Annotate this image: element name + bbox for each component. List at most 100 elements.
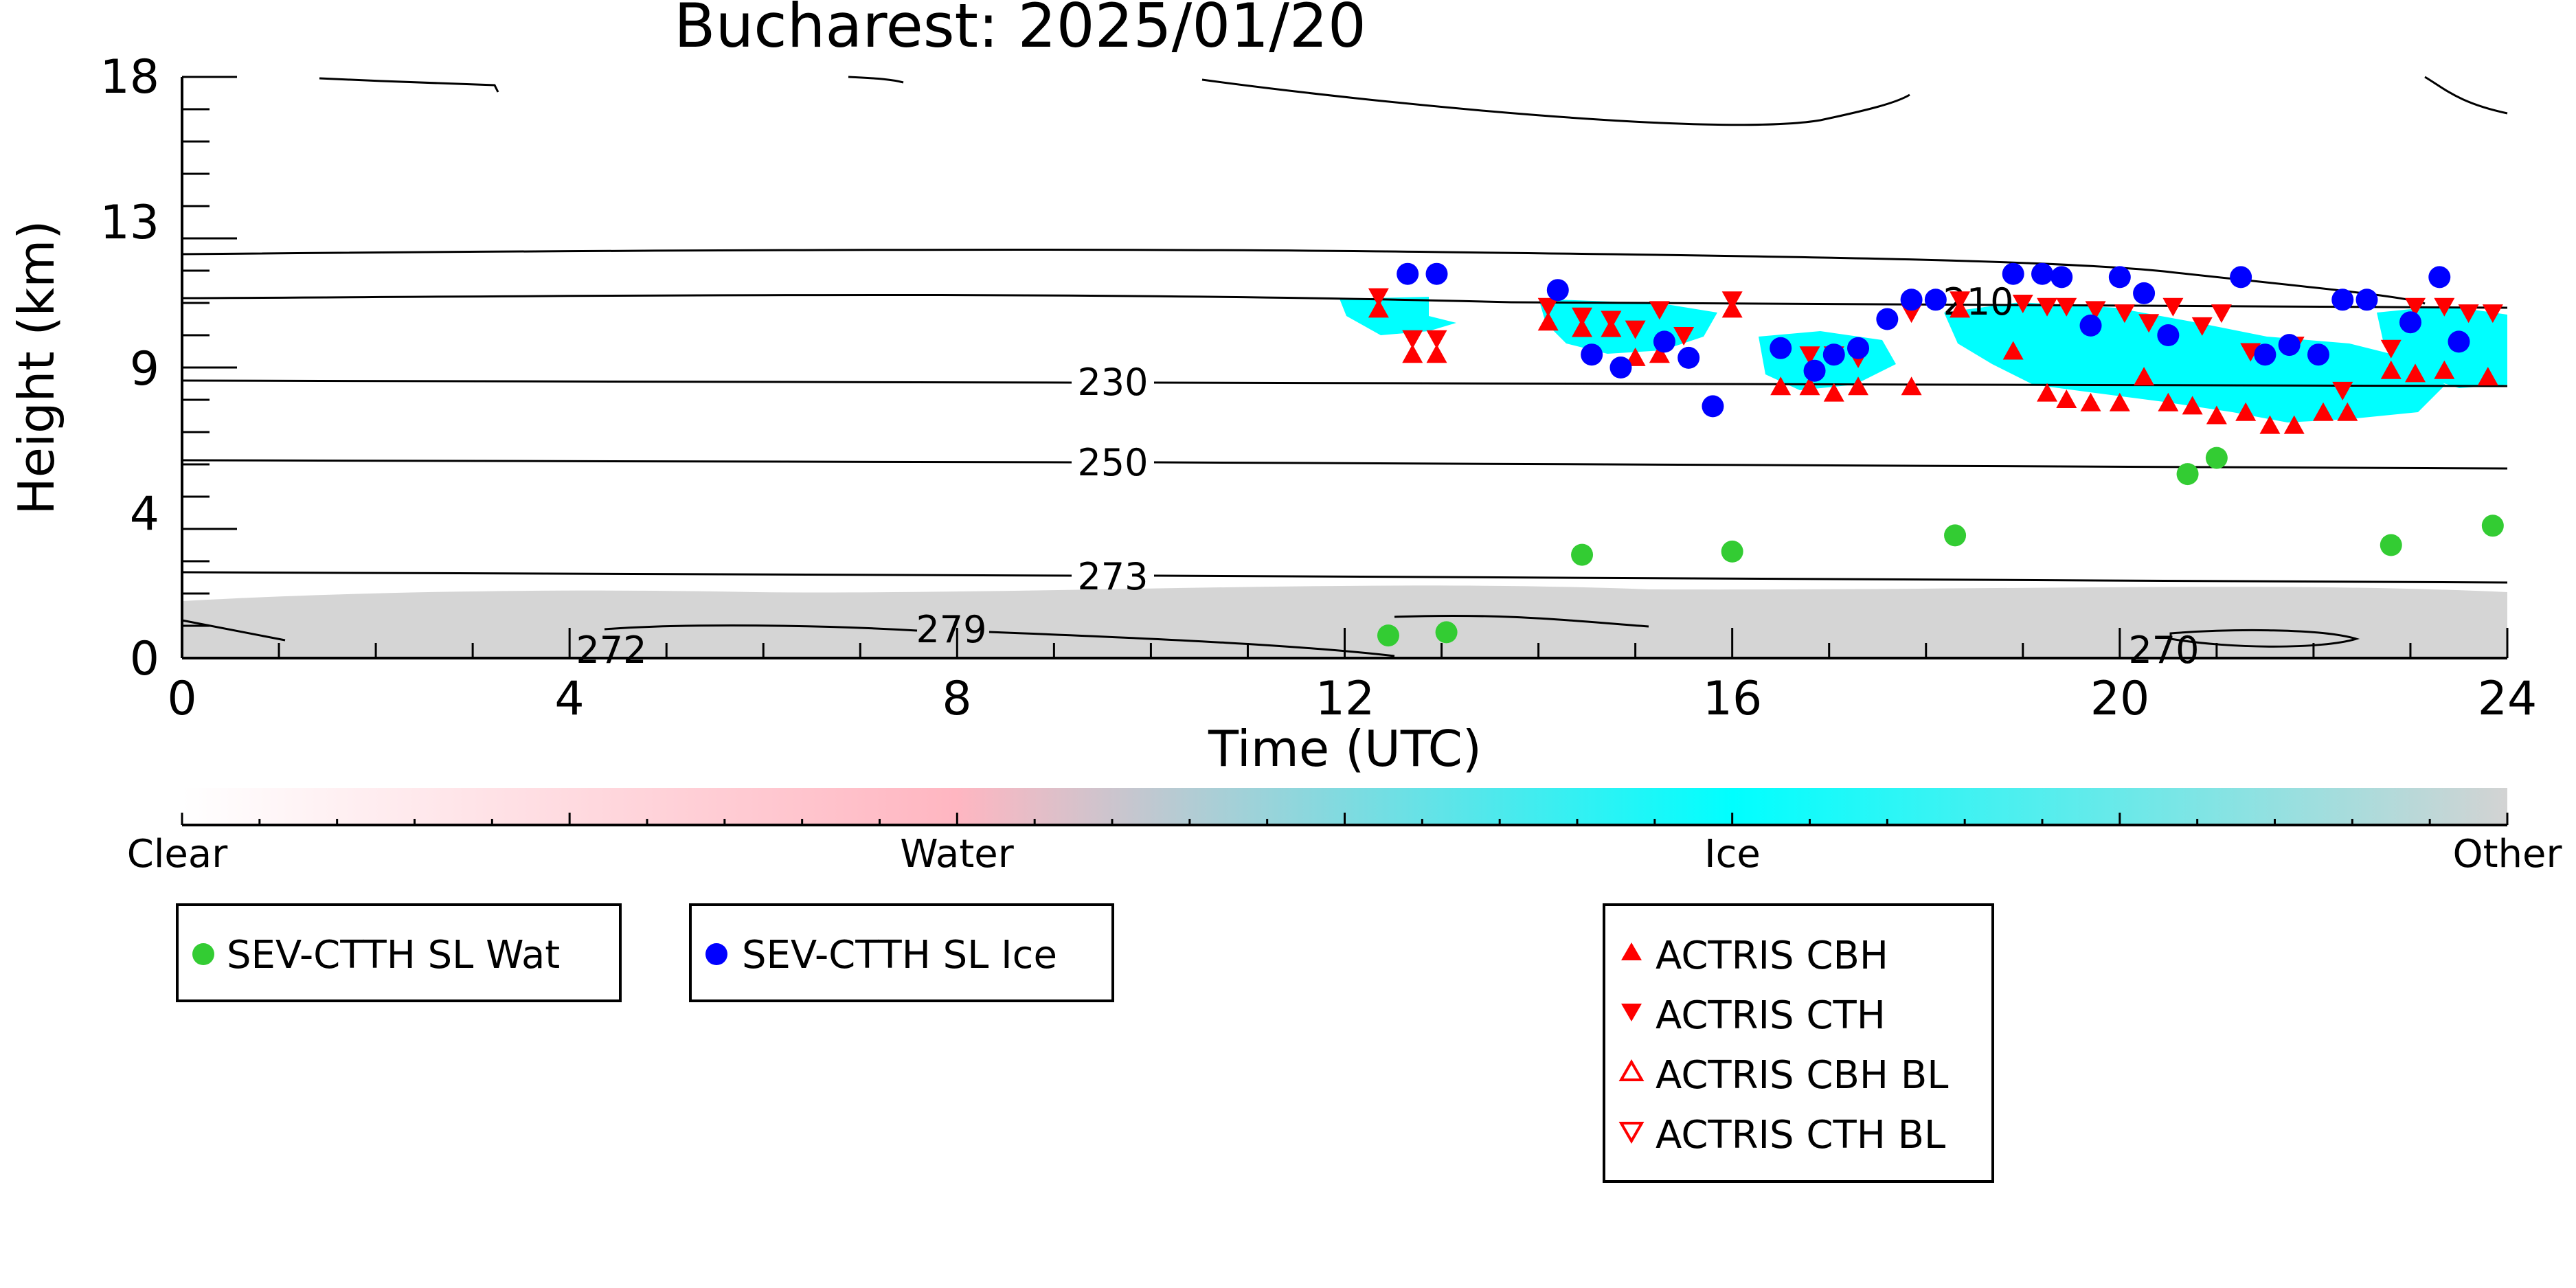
marker-actris-cbh [2206,405,2227,425]
contour-line-273 [181,571,2508,584]
contour-label: 279 [916,608,986,651]
marker-actris-cbh [1848,376,1869,396]
legend-marker-cbh-bl [1618,1059,1645,1081]
contour-line-top-4 [2424,76,2508,115]
colorbar-label-other: Other [2452,832,2562,877]
legend-actris-box: ACTRIS CBH ACTRIS CTH ACTRIS CBH BL ACTR… [1603,903,1994,1183]
marker-actris-cbh [2235,402,2257,421]
legend-label: ACTRIS CTH [1656,993,1886,1038]
marker-actris-cbh [1402,344,1423,363]
x-tick-label: 20 [2090,672,2150,726]
x-tick-label: 16 [1703,672,1763,726]
marker-sev-ctth-sl-ice [1609,357,1632,379]
marker-sev-ctth-sl-ice [2230,266,2252,289]
marker-actris-cbh [2080,392,2101,411]
marker-actris-cth [1649,301,1670,320]
marker-actris-cth [2037,297,2058,317]
contour-line-upper [181,249,2426,305]
y-tick-label: 13 [100,196,159,250]
y-tick-label: 18 [100,50,159,104]
contour-line-230 [181,379,2508,387]
marker-sev-ctth-sl-wat [2380,534,2402,556]
marker-actris-cth [1950,291,1971,310]
legend-label: ACTRIS CBH BL [1656,1053,1948,1098]
contour-line-210 [181,293,2508,309]
legend-frame [689,903,1114,1002]
legend-label: SEV-CTTH SL Ice [742,933,1057,978]
x-tick-labels: 0 4 8 12 16 20 24 [167,672,2537,726]
marker-sev-ctth-sl-ice [1425,262,1448,285]
ice-mask-region-4 [1944,302,2445,422]
x-tick-label: 4 [554,672,584,726]
marker-actris-cbh [1426,344,1447,363]
marker-actris-cbh [2434,360,2455,379]
marker-sev-ctth-sl-wat [1944,524,1967,547]
marker-sev-ctth-sl-ice [2050,266,2073,289]
marker-sev-ctth-sl-ice [2355,289,2378,311]
legend-marker-cth-bl [1618,1122,1645,1144]
marker-sev-ctth-sl-wat [1435,621,1458,644]
marker-actris-cbh [1537,312,1559,331]
marker-actris-cth [2434,297,2455,317]
marker-actris-cbh [2313,402,2334,421]
marker-actris-cth [1426,330,1447,349]
marker-sev-ctth-sl-ice [2399,311,2421,334]
y-tick-labels: 0 4 9 13 18 [100,50,159,686]
colorbar: Clear Water Ice Other [127,788,2562,877]
contour-label: 272 [576,629,646,672]
marker-actris-cbh [1823,383,1844,402]
marker-sev-ctth-sl-ice [1702,395,1724,418]
marker-sev-ctth-sl-wat [2176,463,2199,486]
marker-actris-cbh [2477,367,2498,386]
ice-mask-region-2 [1539,299,1717,354]
y-axis-label: Height (km) [8,221,65,515]
marker-actris-cbh [1368,299,1389,318]
marker-sev-ctth-sl-ice [2157,324,2180,346]
x-tick-label: 12 [1315,672,1375,726]
marker-sev-ctth-sl-ice [1847,337,1870,359]
marker-sev-ctth-sl-wat [1377,624,1399,647]
contour-line-272-right [1394,614,1649,628]
marker-actris-cth [2114,304,2135,324]
marker-actris-cbh [2405,363,2426,383]
marker-sev-ctth-sl-ice [2448,330,2470,353]
y-tick-label: 9 [130,342,159,396]
marker-actris-cth [2056,297,2077,317]
marker-actris-cbh [2182,396,2203,415]
axis-ticks [181,76,2509,659]
marker-actris-cth [1673,327,1695,346]
contour-line-top-1 [319,77,499,93]
marker-actris-cbh [2283,415,2305,434]
marker-actris-cth [1799,346,1820,365]
marker-sev-ctth-sl-ice [1770,337,1792,359]
x-tick-label: 0 [167,672,196,726]
marker-actris-cbh [2337,402,2358,421]
marker-sev-ctth-sl-ice [2002,262,2024,285]
marker-sev-ctth-sl-wat [1721,540,1743,563]
marker-sev-ctth-sl-ice [1397,262,1419,285]
y-tick-label: 0 [130,632,159,686]
marker-sev-ctth-sl-ice [2254,343,2276,366]
marker-actris-cth [2138,314,2160,333]
marker-sev-ctth-sl-ice [1822,343,1845,366]
x-tick-label: 8 [942,672,971,726]
marker-actris-cth [2162,297,2184,317]
marker-sev-ctth-sl-ice [1581,343,1603,366]
marker-sev-ctth-sl-ice [2108,266,2131,289]
contour-label: 270 [2128,629,2199,672]
marker-sev-ctth-sl-wat [2481,515,2504,537]
marker-actris-cbh [2109,392,2130,411]
contour-line-270 [2169,629,2360,648]
marker-actris-cth [2191,317,2213,336]
legend-ice-box: SEV-CTTH SL Ice [689,903,1114,1002]
contour-layer [181,76,2508,657]
other-mask-region [182,585,2507,658]
marker-sev-ctth-sl-ice [1876,308,1899,330]
marker-actris-cth [1368,288,1389,307]
contour-line-272-left [181,619,286,642]
marker-actris-cth [1625,320,1646,339]
marker-sev-ctth-sl-ice [2079,314,2102,337]
colorbar-label-water: Water [900,832,1015,877]
marker-actris-cbh [1799,376,1820,396]
marker-actris-cbh [2380,360,2402,379]
